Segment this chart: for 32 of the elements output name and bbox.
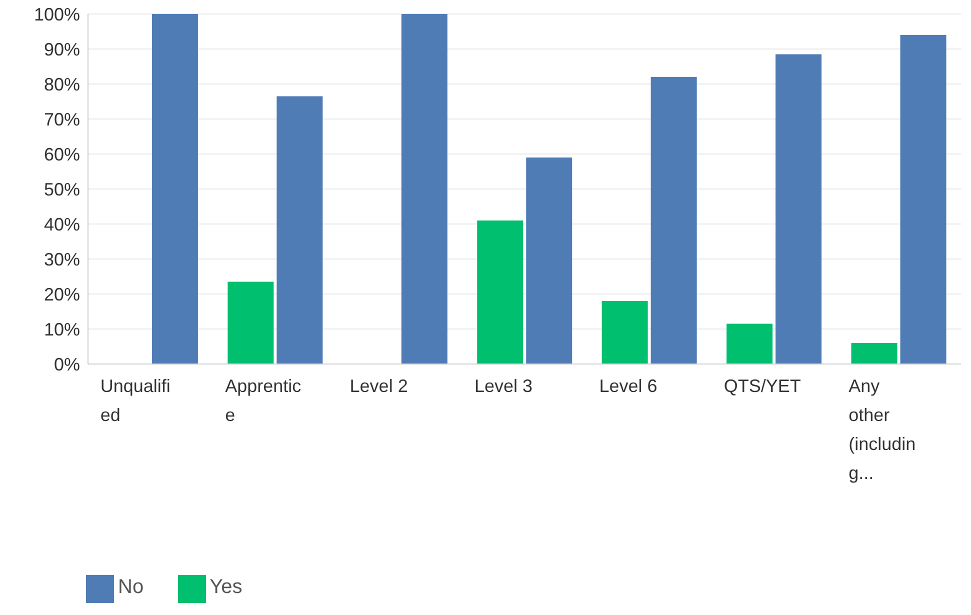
y-tick-label: 60% (44, 144, 80, 164)
y-tick-label: 30% (44, 249, 80, 270)
legend-label: No (118, 576, 144, 598)
y-tick-label: 0% (54, 354, 80, 374)
bar (900, 35, 946, 364)
y-tick-label: 40% (44, 214, 80, 234)
bar (401, 14, 448, 364)
y-tick-label: 100% (34, 4, 80, 24)
bar (602, 301, 648, 364)
y-tick-label: 10% (44, 319, 80, 340)
x-tick-label: Any other (including... (848, 376, 916, 483)
x-tick-label: Level 6 (599, 376, 658, 396)
bar (776, 54, 822, 364)
bar (477, 220, 524, 364)
y-tick-label: 50% (44, 179, 80, 200)
bar (650, 77, 697, 364)
bar (152, 14, 198, 364)
y-tick-label: 70% (44, 109, 80, 130)
bar (851, 343, 898, 364)
x-tick-label: QTS/YET (724, 376, 801, 396)
x-tick-label: Level 3 (474, 376, 533, 396)
x-tick-label: Unqualified (100, 376, 170, 425)
legend-label: Yes (210, 576, 242, 598)
y-tick-label: 90% (44, 39, 80, 60)
bar (276, 96, 323, 364)
y-tick-label: 80% (44, 74, 80, 94)
bar (526, 158, 572, 364)
y-tick-label: 20% (44, 284, 80, 304)
x-tick-label: Level 2 (350, 376, 408, 396)
bar (228, 282, 274, 364)
x-tick-label: Apprentice (225, 376, 302, 425)
bar (726, 324, 773, 364)
